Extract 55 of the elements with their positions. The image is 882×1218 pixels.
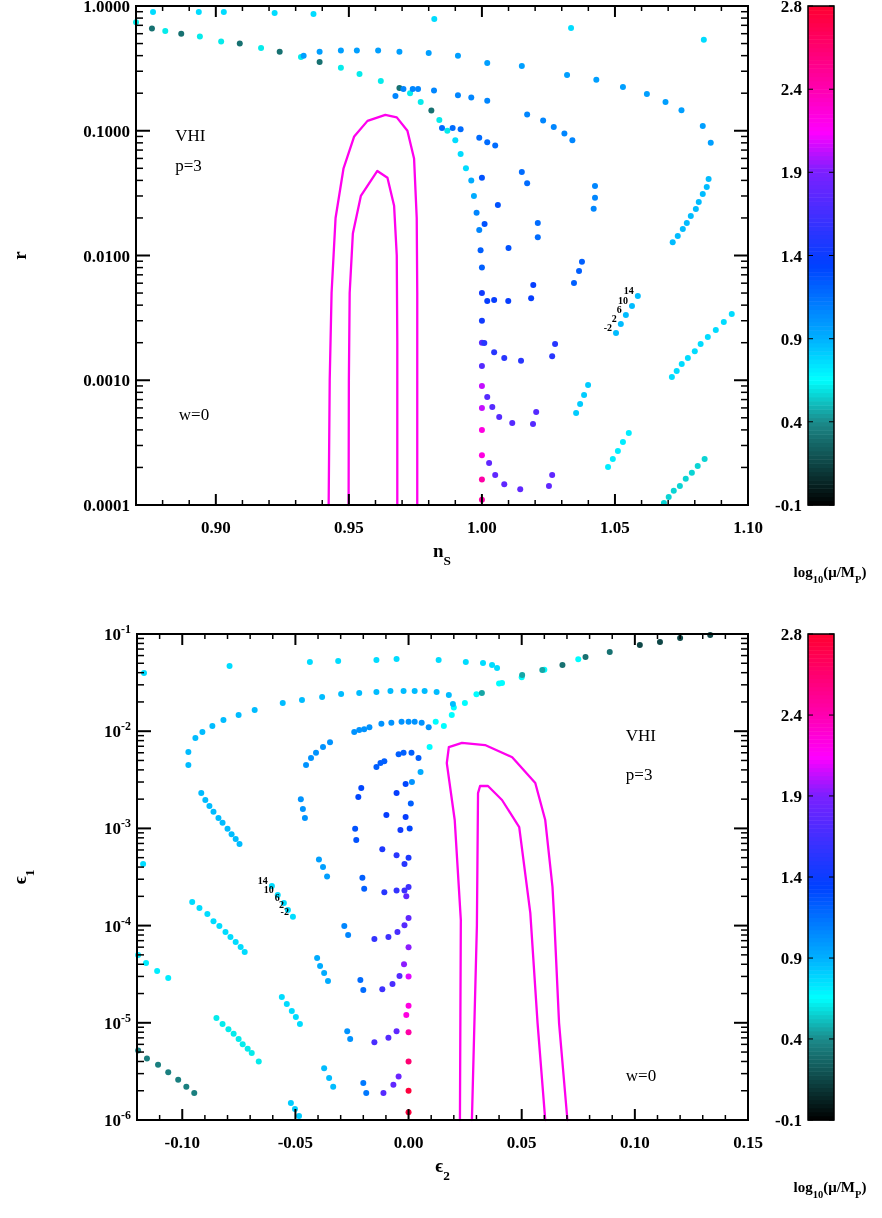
x-axis-title: ϵ$_{2}$: [435, 1155, 451, 1183]
x-tick-label: 0.05: [506, 1133, 537, 1152]
x-tick-label: -0.10: [164, 1133, 200, 1152]
color-bar-label: -0.1: [775, 1111, 802, 1130]
y-tick-label: 0.0010: [83, 371, 130, 391]
y-tick-label: 10$^{-6}$: [104, 1108, 132, 1130]
annotation: VHI: [175, 125, 206, 145]
annotation: VHI: [625, 725, 657, 745]
y-tick-label: 1.0000: [83, 0, 130, 16]
annotation: 14: [257, 875, 268, 887]
annotation: 6: [274, 891, 280, 903]
color-bar-label: 2.4: [780, 80, 803, 100]
y-tick-label: 0.0100: [83, 246, 130, 266]
color-bar-label: 1.9: [780, 163, 802, 183]
y-axis-title: r: [9, 250, 30, 260]
color-bar-title: log$_{10}$(μ/M$_{P}$): [793, 564, 867, 585]
x-tick-label: -0.05: [277, 1133, 314, 1152]
color-bar-label: 0.4: [780, 412, 803, 432]
y-tick-label: 0.1000: [83, 121, 130, 141]
x-tick-label: 0.10: [619, 1133, 650, 1152]
x-tick-label: 0.95: [333, 518, 364, 537]
color-bar-label: 2.8: [780, 0, 802, 16]
annotation: 10: [263, 884, 274, 896]
color-bar-label: 1.4: [780, 246, 803, 266]
y-tick-label: 10$^{-4}$: [104, 913, 132, 936]
x-tick-label: 1.10: [733, 518, 763, 537]
y-tick-label: 10$^{-1}$: [104, 622, 132, 644]
annotation: w=0: [178, 405, 210, 425]
color-bar-label: 0.9: [780, 949, 802, 969]
color-bar-label: -0.1: [775, 496, 802, 515]
annotation: 10: [617, 294, 628, 306]
annotation: p=3: [175, 155, 202, 175]
y-tick-label: 10$^{-5}$: [104, 1010, 132, 1033]
annotation: p=3: [625, 764, 653, 784]
annotation: 2: [611, 312, 617, 324]
annotation: 6: [616, 303, 622, 315]
x-axis-title: n$_{S}$: [433, 540, 451, 568]
x-tick-label: 0.00: [393, 1133, 424, 1152]
color-bar-label: 1.4: [780, 868, 803, 887]
color-bar-label: 1.9: [780, 786, 802, 806]
x-tick-label: 0.90: [200, 518, 231, 537]
y-tick-label: 10$^{-2}$: [104, 719, 132, 742]
color-bar-title: log$_{10}$(μ/M$_{P}$): [793, 1179, 867, 1200]
color-bar-label: 0.4: [780, 1029, 803, 1049]
color-bar-label: 2.8: [780, 625, 802, 644]
y-tick-label: 10$^{-3}$: [104, 816, 132, 839]
annotation: w=0: [625, 1066, 657, 1086]
color-bar-label: 0.9: [780, 329, 802, 349]
annotation: 14: [623, 285, 634, 297]
annotation: -2: [603, 322, 613, 334]
x-tick-label: 1.05: [600, 518, 630, 537]
y-tick-label: 0.0001: [83, 496, 130, 515]
x-tick-label: 1.00: [467, 518, 497, 537]
x-tick-label: 0.15: [733, 1133, 763, 1152]
color-bar-label: 2.4: [780, 706, 803, 726]
